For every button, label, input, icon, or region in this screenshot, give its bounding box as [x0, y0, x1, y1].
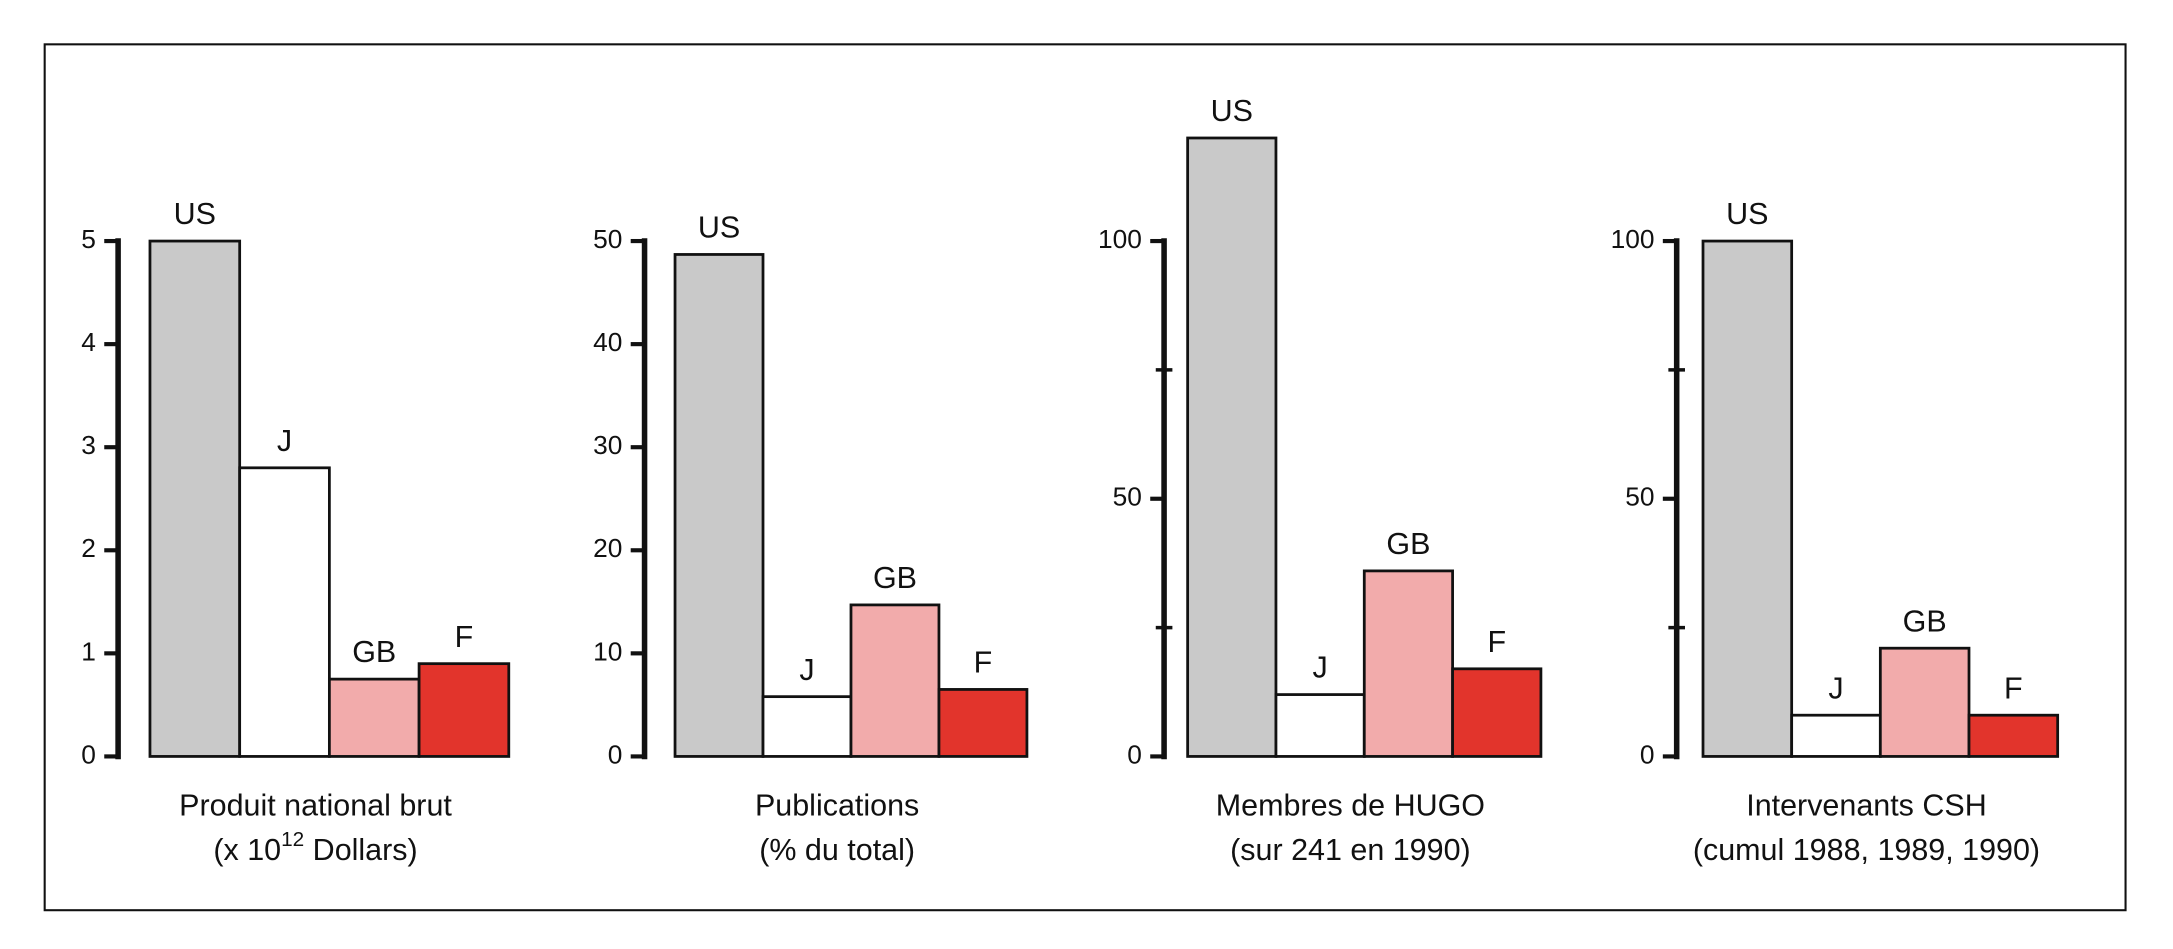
bar-label: GB	[1386, 527, 1430, 561]
y-tick-label: 3	[81, 430, 96, 460]
y-tick-label: 2	[81, 533, 96, 563]
bar-label: GB	[352, 635, 396, 669]
bar	[673, 253, 765, 758]
bar-label: F	[1487, 625, 1506, 659]
y-tick-label: 50	[593, 224, 622, 254]
bar-label: J	[1312, 651, 1327, 685]
bar-label: F	[974, 646, 993, 680]
bar	[1790, 713, 1882, 758]
bar-label: US	[1726, 197, 1768, 231]
x-axis-label-part: Dollars)	[304, 833, 417, 867]
y-tick-label: 50	[1113, 482, 1142, 512]
bar	[1362, 569, 1454, 758]
bar	[417, 662, 511, 758]
bar	[327, 677, 421, 758]
y-tick-label: 100	[1098, 224, 1142, 254]
bar-label: US	[698, 211, 740, 245]
bar-label: US	[1211, 94, 1253, 128]
x-axis-label: (x 1012 Dollars)	[213, 828, 417, 867]
y-tick-label: 40	[593, 327, 622, 357]
bar-label: F	[2004, 671, 2023, 705]
bar	[1878, 646, 1971, 758]
y-tick-label: 50	[1625, 482, 1654, 512]
bar	[761, 695, 853, 758]
bar	[1701, 239, 1794, 758]
bar-label: J	[277, 424, 292, 458]
bar	[1451, 667, 1543, 758]
x-axis-label: (sur 241 en 1990)	[1230, 833, 1471, 867]
y-tick-label: 20	[593, 533, 622, 563]
bar-label: GB	[873, 561, 917, 595]
y-tick-label: 5	[81, 224, 96, 254]
x-axis-label: Produit national brut	[179, 789, 452, 823]
x-axis-label-part: (x 10	[213, 833, 281, 867]
y-tick-label: 0	[608, 739, 623, 769]
y-tick-label: 30	[593, 430, 622, 460]
y-tick-label: 1	[81, 636, 96, 666]
bar	[1274, 693, 1366, 758]
bar-label: J	[799, 653, 814, 687]
x-axis-label-part: 12	[281, 828, 304, 851]
y-tick-label: 0	[1127, 739, 1142, 769]
y-tick-label: 0	[81, 739, 96, 769]
y-tick-label: 100	[1611, 224, 1655, 254]
x-axis-label: (% du total)	[759, 833, 915, 867]
y-tick-label: 4	[81, 327, 96, 357]
y-tick-label: 0	[1640, 739, 1655, 769]
y-tick-label: 10	[593, 636, 622, 666]
bar	[1967, 713, 2060, 758]
bar-label: J	[1828, 671, 1843, 705]
bar-label: US	[174, 197, 216, 231]
bar	[849, 603, 941, 758]
bar-label: F	[455, 620, 474, 654]
bar	[238, 466, 331, 758]
x-axis-label: Intervenants CSH	[1746, 789, 1986, 823]
x-axis-label: Publications	[755, 789, 919, 823]
x-axis-label: (cumul 1988, 1989, 1990)	[1693, 833, 2040, 867]
bar	[937, 688, 1029, 758]
bar-label: GB	[1903, 604, 1947, 638]
x-axis-label: Membres de HUGO	[1216, 789, 1485, 823]
bar	[148, 239, 242, 758]
frame	[43, 43, 2127, 912]
bar	[1186, 136, 1278, 758]
